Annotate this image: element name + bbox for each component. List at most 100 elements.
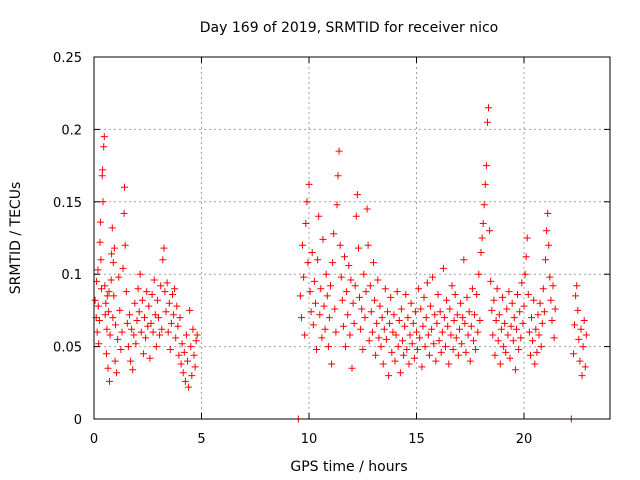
data-point [145,302,153,310]
data-point [304,259,312,267]
data-point [379,360,387,368]
data-point [185,383,193,391]
data-point [505,288,513,296]
data-point [157,282,165,290]
data-point [453,311,461,319]
data-point [147,319,155,327]
data-point [388,348,396,356]
data-point [572,292,580,300]
data-point [146,354,154,362]
chart-title: Day 169 of 2019, SRMTID for receiver nic… [200,20,498,36]
data-point [122,288,130,296]
data-point [188,372,196,380]
data-point [342,343,349,351]
data-point [417,305,425,313]
data-point [100,133,108,141]
data-point [536,299,544,307]
data-point [111,357,119,365]
data-point [507,322,515,330]
data-point [497,325,505,333]
data-point [574,306,582,314]
data-point [315,212,323,220]
data-point [314,256,322,264]
data-point [391,357,399,365]
data-point [503,305,511,313]
data-point [134,285,142,293]
data-point [317,285,325,293]
data-point [397,305,405,313]
data-point [438,328,446,336]
data-point [463,293,471,301]
data-point [95,340,103,348]
data-point [400,351,408,359]
data-point [103,325,111,333]
data-point [436,308,444,316]
data-point [349,299,357,307]
data-point [421,343,429,351]
data-point [110,244,118,252]
data-point [424,331,432,339]
data-point [331,305,339,313]
data-point [385,372,393,380]
data-point [459,314,467,322]
data-point [548,317,556,324]
data-point [464,331,472,339]
data-point [538,319,546,327]
data-point [407,299,415,307]
data-point [156,331,164,339]
data-point [508,299,516,307]
data-point [501,319,509,327]
data-point [470,337,477,345]
data-point [537,343,545,351]
data-point [150,276,158,284]
plot-frame [93,56,611,420]
data-point [542,256,549,264]
data-point [514,291,521,298]
data-point [488,306,496,314]
data-point [336,241,344,249]
data-point [109,259,117,267]
data-point [440,314,448,322]
data-point [456,325,463,333]
data-point [384,308,391,316]
data-point [299,241,306,249]
data-point [346,331,354,339]
data-point [310,277,318,285]
data-point [322,270,330,278]
data-point [132,340,140,348]
data-point [392,331,400,339]
data-point [377,343,385,351]
data-point [410,354,418,362]
data-point [158,325,166,333]
data-point [97,218,104,226]
data-point [348,364,356,372]
data-point [575,335,583,343]
data-point [411,308,419,316]
data-point [302,220,310,227]
data-point [471,311,478,319]
data-point [515,346,523,353]
data-point [155,314,162,322]
data-point [370,259,377,267]
data-point [112,321,119,329]
data-point [321,325,329,333]
data-point [101,311,109,319]
data-point [420,293,428,301]
data-point [394,343,402,351]
data-point [539,285,547,293]
data-point [579,343,587,351]
data-point [458,340,466,348]
data-point [543,227,551,235]
x-tick-label: 15 [408,432,425,447]
data-point [449,346,457,353]
data-point [174,322,182,330]
data-point [108,224,116,232]
data-point [371,296,379,304]
data-point [169,291,176,298]
data-point [133,317,141,324]
data-point [114,335,122,343]
y-tick-label: 0.15 [53,196,82,211]
data-point [338,296,346,304]
data-point [350,319,358,327]
